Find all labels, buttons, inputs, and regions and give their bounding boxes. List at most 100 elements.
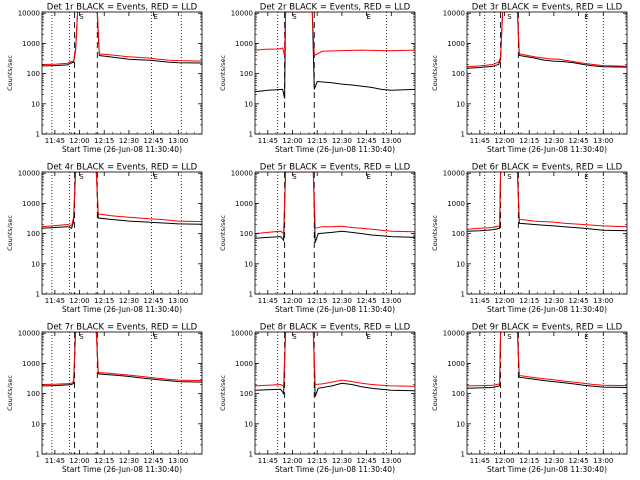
- x-tick-label: 12:45: [357, 137, 377, 145]
- x-tick-label: 13:00: [168, 297, 188, 305]
- series-line-events: [42, 12, 202, 67]
- y-tick-label: 100: [240, 230, 253, 238]
- x-tick-label: 12:15: [519, 457, 539, 465]
- x-tick-label: 12:15: [94, 297, 114, 305]
- marker-label: E: [153, 173, 157, 181]
- series-line-events: [467, 172, 627, 232]
- series-line-lld: [467, 332, 627, 387]
- plot-frame: [254, 171, 416, 295]
- x-tick-label: 11:45: [258, 137, 278, 145]
- x-tick-label: 12:30: [332, 297, 352, 305]
- marker-label: E: [584, 173, 588, 181]
- y-tick-label: 10000: [18, 170, 40, 178]
- series-group: [42, 332, 202, 387]
- y-axis-label: Counts/sec: [6, 215, 14, 251]
- y-tick-label: 10: [31, 100, 40, 108]
- y-tick-label: 100: [240, 70, 253, 78]
- x-tick-label: 12:30: [119, 297, 139, 305]
- series-line-events: [467, 332, 627, 389]
- series-line-lld: [255, 172, 415, 235]
- x-tick-label: 13:00: [168, 457, 188, 465]
- y-axis-label: Counts/sec: [219, 375, 227, 411]
- y-tick-label: 10000: [18, 330, 40, 338]
- series-line-lld: [42, 332, 202, 385]
- x-tick-label: 13:00: [593, 297, 613, 305]
- y-tick-label: 10000: [231, 330, 253, 338]
- series-line-events: [42, 172, 202, 229]
- x-tick-label: 12:00: [282, 137, 302, 145]
- x-tick-label: 11:45: [258, 457, 278, 465]
- y-tick-label: 1000: [235, 200, 253, 208]
- y-tick-label: 100: [452, 230, 465, 238]
- x-tick-label: 12:45: [357, 457, 377, 465]
- x-axis-label: Start Time (26-Jun-08 11:30:40): [62, 305, 182, 314]
- plot-frame: [254, 331, 416, 455]
- marker-label: S: [507, 173, 512, 181]
- x-tick-label: 13:00: [381, 297, 401, 305]
- x-axis-label: Start Time (26-Jun-08 11:30:40): [275, 145, 395, 154]
- marker-label: E: [153, 13, 157, 21]
- x-tick-label: 11:45: [470, 137, 490, 145]
- x-tick-label: 11:45: [470, 457, 490, 465]
- plot-frame: [466, 11, 628, 135]
- x-tick-label: 13:00: [593, 457, 613, 465]
- x-tick-label: 12:15: [94, 137, 114, 145]
- y-tick-label: 10: [31, 260, 40, 268]
- x-axis-label: Start Time (26-Jun-08 11:30:40): [487, 305, 607, 314]
- marker-label: E: [366, 173, 370, 181]
- series-group: [255, 332, 415, 397]
- y-tick-label: 1: [36, 131, 40, 139]
- series-line-events: [255, 12, 415, 99]
- y-tick-label: 1000: [447, 40, 465, 48]
- marker-label: S: [292, 173, 297, 181]
- y-tick-label: 100: [27, 390, 40, 398]
- y-tick-label: 10000: [443, 170, 465, 178]
- plot-frame: [254, 11, 416, 135]
- series-group: [467, 12, 627, 69]
- x-tick-label: 12:30: [544, 137, 564, 145]
- series-line-lld: [467, 12, 627, 68]
- series-line-events: [255, 172, 415, 243]
- y-tick-label: 10: [456, 100, 465, 108]
- marker-label: S: [79, 13, 84, 21]
- x-tick-label: 12:15: [307, 297, 327, 305]
- y-tick-label: 10: [244, 420, 253, 428]
- series-line-lld: [42, 12, 202, 65]
- series-group: [467, 332, 627, 389]
- x-tick-label: 13:00: [593, 137, 613, 145]
- marker-label: E: [366, 333, 370, 341]
- x-tick-label: 12:45: [144, 457, 164, 465]
- y-tick-label: 100: [240, 390, 253, 398]
- y-tick-label: 10: [31, 420, 40, 428]
- y-tick-label: 10000: [231, 170, 253, 178]
- y-tick-label: 1000: [235, 360, 253, 368]
- marker-label: S: [292, 13, 297, 21]
- plot-frame: [41, 331, 203, 455]
- x-tick-label: 12:45: [569, 137, 589, 145]
- y-tick-label: 100: [452, 390, 465, 398]
- series-group: [467, 172, 627, 232]
- x-tick-label: 12:00: [69, 457, 89, 465]
- series-group: [255, 12, 415, 99]
- y-axis-label: Counts/sec: [431, 55, 439, 91]
- y-axis-label: Counts/sec: [6, 375, 14, 411]
- marker-label: S: [79, 333, 84, 341]
- x-tick-label: 12:15: [94, 457, 114, 465]
- y-tick-label: 1: [461, 451, 465, 459]
- x-axis-label: Start Time (26-Jun-08 11:30:40): [487, 145, 607, 154]
- y-axis-label: Counts/sec: [431, 375, 439, 411]
- chart-title: Det 8r BLACK = Events, RED = LLD: [260, 323, 411, 333]
- y-axis-label: Counts/sec: [219, 55, 227, 91]
- x-tick-label: 12:45: [357, 297, 377, 305]
- y-axis-label: Counts/sec: [431, 215, 439, 251]
- x-tick-label: 12:15: [307, 137, 327, 145]
- series-line-lld: [467, 172, 627, 230]
- y-tick-label: 1: [461, 291, 465, 299]
- x-tick-label: 12:15: [307, 457, 327, 465]
- marker-label: S: [507, 13, 512, 21]
